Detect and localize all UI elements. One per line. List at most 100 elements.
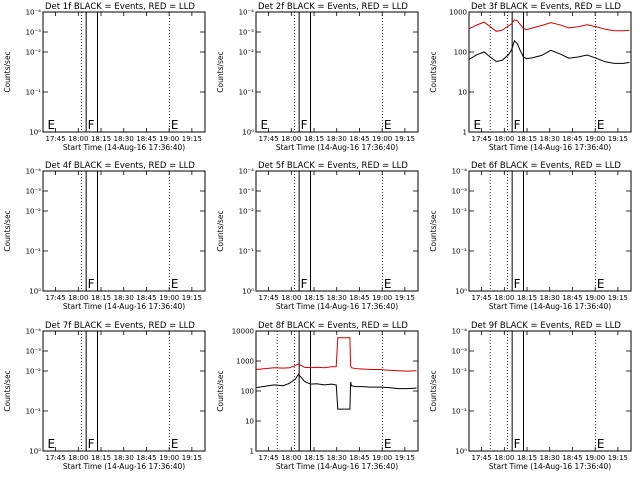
x-tick-label: 17:45 xyxy=(259,454,279,462)
x-axis-label: Start Time (14-Aug-16 17:36:40) xyxy=(63,143,185,152)
y-tick-label: 10⁻³ xyxy=(26,348,42,356)
x-tick-label: 19:15 xyxy=(182,135,202,143)
panel-title: Det 3f BLACK = Events, RED = LLD xyxy=(471,2,621,12)
x-tick-label: 17:45 xyxy=(259,135,279,143)
panel-det-1: Det 1f BLACK = Events, RED = LLD 17:45 18:… xyxy=(3,2,206,152)
y-tick-label: 10⁰ xyxy=(29,448,41,456)
x-tick-label: 17:45 xyxy=(46,294,66,302)
x-tick-label: 17:45 xyxy=(472,135,492,143)
x-tick-label: 18:15 xyxy=(304,135,324,143)
marker-f: F xyxy=(301,118,308,132)
y-tick-label: 10⁻¹ xyxy=(452,248,468,256)
y-tick-label: 10⁰ xyxy=(455,448,467,456)
y-axis-label: Counts/sec xyxy=(216,210,225,251)
marker-e: E xyxy=(384,277,392,291)
plot-frame xyxy=(468,330,632,452)
y-tick-label: 10⁻¹ xyxy=(239,248,255,256)
x-tick-label: 18:15 xyxy=(91,294,111,302)
y-tick-label: 10⁻² xyxy=(26,49,42,57)
y-tick-label: 10⁻² xyxy=(26,368,42,376)
panel-det-3: Det 3f BLACK = Events, RED = LLD 17:45 18:… xyxy=(429,2,632,152)
marker-e: E xyxy=(48,118,56,132)
y-axis-label: Counts/sec xyxy=(216,51,225,92)
x-tick-label: 19:00 xyxy=(159,135,179,143)
x-tick-label: 19:00 xyxy=(159,294,179,302)
x-tick-label: 18:15 xyxy=(517,294,537,302)
x-tick-label: 18:30 xyxy=(114,135,134,143)
y-axis-label: Counts/sec xyxy=(3,210,12,251)
y-tick-label: 10⁻² xyxy=(452,208,468,216)
x-tick-label: 18:45 xyxy=(136,294,156,302)
x-tick-label: 19:00 xyxy=(159,454,179,462)
x-tick-label: 18:45 xyxy=(349,294,369,302)
x-tick-label: 19:15 xyxy=(608,294,628,302)
x-tick-label: 18:15 xyxy=(304,454,324,462)
y-tick-label: 10⁻⁴ xyxy=(452,168,468,176)
y-tick-label: 10⁰ xyxy=(29,288,41,296)
marker-e: E xyxy=(597,437,605,451)
panel-title: Det 8f BLACK = Events, RED = LLD xyxy=(258,321,408,331)
plot-frame xyxy=(42,11,206,133)
y-tick-label: 10⁻⁴ xyxy=(239,9,255,17)
y-tick-label: 10⁻¹ xyxy=(26,408,42,416)
x-tick-label: 18:00 xyxy=(281,294,301,302)
y-tick-label: 10⁻⁴ xyxy=(26,9,42,17)
x-axis-label: Start Time (14-Aug-16 17:36:40) xyxy=(489,302,611,311)
y-tick-label: 10⁻³ xyxy=(26,188,42,196)
marker-f: F xyxy=(514,277,521,291)
x-tick-label: 19:00 xyxy=(585,294,605,302)
x-tick-label: 17:45 xyxy=(46,135,66,143)
x-tick-label: 18:45 xyxy=(562,294,582,302)
x-tick-label: 18:15 xyxy=(91,454,111,462)
x-tick-label: 19:00 xyxy=(372,294,392,302)
marker-e: E xyxy=(171,437,179,451)
marker-e: E xyxy=(171,118,179,132)
y-tick-label: 10⁻¹ xyxy=(452,408,468,416)
plot-frame xyxy=(42,170,206,292)
y-tick-label: 10 xyxy=(458,89,467,97)
x-tick-label: 18:45 xyxy=(136,454,156,462)
x-tick-label: 18:30 xyxy=(327,294,347,302)
lld-series-line xyxy=(468,19,630,32)
y-tick-label: 10⁻⁴ xyxy=(239,168,255,176)
x-tick-label: 18:00 xyxy=(281,135,301,143)
y-axis-label: Counts/sec xyxy=(429,370,438,411)
x-tick-label: 19:15 xyxy=(395,135,415,143)
y-tick-label: 1 xyxy=(250,448,254,456)
y-tick-label: 100 xyxy=(454,49,467,57)
x-tick-label: 19:15 xyxy=(395,294,415,302)
panel-det-8: Det 8f BLACK = Events, RED = LLD 17:45 18:… xyxy=(216,321,419,471)
x-tick-label: 17:45 xyxy=(259,294,279,302)
y-tick-label: 10⁻¹ xyxy=(239,89,255,97)
panel-title: Det 2f BLACK = Events, RED = LLD xyxy=(258,2,408,12)
y-tick-label: 10⁰ xyxy=(29,129,41,137)
x-tick-label: 18:30 xyxy=(540,135,560,143)
x-tick-label: 18:15 xyxy=(517,135,537,143)
marker-f: F xyxy=(88,277,95,291)
y-axis-label: Counts/sec xyxy=(429,210,438,251)
y-tick-label: 10000 xyxy=(232,328,254,336)
panel-title: Det 1f BLACK = Events, RED = LLD xyxy=(45,2,195,12)
marker-e: E xyxy=(597,277,605,291)
panel-title: Det 6f BLACK = Events, RED = LLD xyxy=(471,161,621,171)
x-axis-label: Start Time (14-Aug-16 17:36:40) xyxy=(276,302,398,311)
marker-f: F xyxy=(514,437,521,451)
y-tick-label: 10⁻² xyxy=(452,368,468,376)
x-tick-label: 18:15 xyxy=(304,294,324,302)
marker-e: E xyxy=(261,118,269,132)
events-series-line xyxy=(468,39,630,64)
x-tick-label: 19:00 xyxy=(372,135,392,143)
y-tick-label: 10⁻³ xyxy=(452,188,468,196)
x-tick-label: 18:45 xyxy=(349,454,369,462)
y-axis-label: Counts/sec xyxy=(3,51,12,92)
x-axis-label: Start Time (14-Aug-16 17:36:40) xyxy=(63,302,185,311)
lld-series-line xyxy=(255,337,417,372)
panel-title: Det 4f BLACK = Events, RED = LLD xyxy=(45,161,195,171)
y-tick-label: 10⁻⁴ xyxy=(26,328,42,336)
y-tick-label: 10⁻² xyxy=(239,208,255,216)
